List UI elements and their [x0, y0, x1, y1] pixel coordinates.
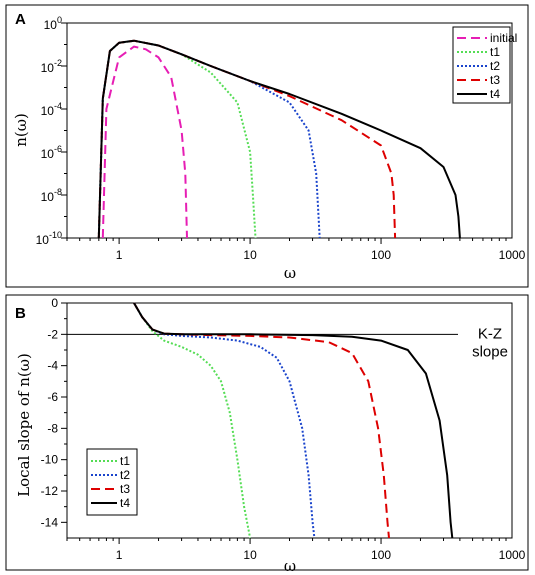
- legend-label-t4: t4: [120, 496, 130, 510]
- panel-b-y-tick-labels: 0 -2 -4 -6 -8 -10 -12 -14: [41, 296, 59, 529]
- panel-a-x-tick-label: 100: [371, 248, 391, 262]
- legend-label-t1: t1: [120, 454, 130, 468]
- slope-line-t2: [133, 302, 316, 539]
- panel-a-tick-marks: [61, 22, 507, 244]
- panel-b-y-tick-label: -14: [41, 515, 59, 529]
- panel-b-tick-marks: [61, 302, 507, 544]
- panel-b-y-tick-label: -2: [47, 327, 58, 341]
- panel-a-x-axis-label: ω: [284, 264, 296, 282]
- panel-b-x-tick-labels: 1 10 100 1000: [116, 548, 526, 562]
- panel-a-y-tick-label: 10-4: [41, 101, 62, 118]
- panel-a-y-tick-label: 10-6: [41, 144, 62, 161]
- panel-b-y-tick-label: -6: [47, 390, 58, 404]
- panel-b-y-tick-label: -4: [47, 359, 58, 373]
- slope-line-t3: [133, 302, 390, 539]
- panel-b-y-tick-label: -10: [41, 453, 59, 467]
- panel-b-y-tick-label: 0: [51, 296, 58, 310]
- panel-b-y-tick-label: -12: [41, 484, 59, 498]
- panel-a-x-tick-label: 10: [243, 248, 257, 262]
- panel-a-plot-frame: [66, 22, 513, 239]
- panel-a-y-tick-label: 10-8: [41, 187, 62, 204]
- panel-b-series: [133, 302, 454, 539]
- slope-line-t4: [133, 302, 454, 539]
- panel-b-x-axis-label: ω: [284, 557, 296, 575]
- legend-label-t4: t4: [490, 87, 500, 101]
- series-line-t4: [97, 39, 461, 239]
- panel-a-x-tick-label: 1: [116, 248, 123, 262]
- panel-b-x-tick-label: 100: [371, 548, 391, 562]
- panel-a-y-axis-label: n(ω): [12, 113, 30, 147]
- panel-b-letter: B: [15, 305, 26, 322]
- panel-a-legend: initial t1 t2 t3 t4: [452, 26, 517, 104]
- panel-a-letter: A: [15, 11, 26, 28]
- panel-b-border: [5, 294, 529, 571]
- legend-label-t2: t2: [490, 59, 500, 73]
- panel-b-y-tick-label: -8: [47, 421, 58, 435]
- panel-a-border: [5, 4, 529, 288]
- panel-b-x-tick-label: 10: [243, 548, 257, 562]
- kz-label-line2: slope: [472, 343, 508, 360]
- panel-a-y-tick-label: 10-2: [41, 58, 62, 75]
- panel-b-x-tick-label: 1000: [499, 548, 526, 562]
- panel-b-legend: t1 t2 t3 t4: [86, 448, 138, 516]
- slope-line-t1: [133, 302, 252, 539]
- legend-label-t2: t2: [120, 468, 130, 482]
- panel-a-y-tick-labels: 100 10-2 10-4 10-6 10-8 10-10: [36, 15, 62, 247]
- series-line-initial: [101, 45, 188, 239]
- panel-a-y-tick-label: 100: [44, 15, 62, 32]
- legend-label-t3: t3: [120, 482, 130, 496]
- panel-b: B K-Z slope 1 10 100 1000 0 -2 -4 -6 -8 …: [5, 294, 529, 575]
- panel-a-y-tick-label: 10-10: [36, 230, 62, 247]
- legend-label-t3: t3: [490, 73, 500, 87]
- panel-b-x-tick-label: 1: [116, 548, 123, 562]
- series-line-t2: [97, 39, 321, 239]
- legend-label-initial: initial: [490, 31, 517, 45]
- panel-a: A 1 10 100 1000 100 10-2 10-4 10-6 10-8 …: [5, 4, 529, 288]
- legend-label-t1: t1: [490, 45, 500, 59]
- panel-b-y-axis-label: Local slope of n(ω): [15, 353, 33, 497]
- panel-a-x-tick-label: 1000: [499, 248, 526, 262]
- panel-a-series: [97, 39, 461, 239]
- series-line-t1: [97, 39, 257, 239]
- kz-label-line1: K-Z: [478, 325, 502, 342]
- panel-a-x-tick-labels: 1 10 100 1000: [116, 248, 526, 262]
